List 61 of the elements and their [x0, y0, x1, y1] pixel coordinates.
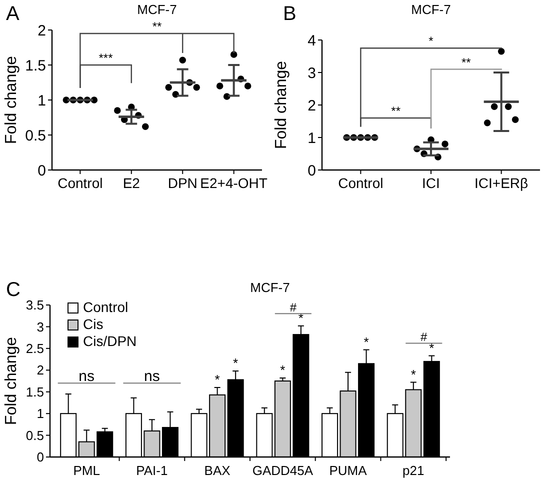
- y-axis-title: Fold change: [3, 56, 20, 144]
- y-tick-label: 1: [36, 406, 44, 422]
- y-tick-label: 1.5: [25, 57, 46, 74]
- x-tick-label: PAI-1: [136, 463, 168, 478]
- y-tick-label: 0.5: [25, 127, 46, 144]
- annotation: **: [152, 20, 162, 34]
- chart-title: MCF-7: [411, 2, 451, 17]
- annotation: **: [461, 55, 472, 70]
- x-tick-label: Control: [58, 175, 103, 191]
- y-tick-label: 0.5: [26, 428, 44, 443]
- y-tick-label: 1.5: [26, 384, 44, 400]
- annotation: #: [290, 300, 297, 315]
- y-tick-label: 3.5: [26, 298, 44, 313]
- significance-bracket: **: [430, 55, 502, 128]
- x-tick-label: DPN: [168, 175, 198, 191]
- x-tick-label: Control: [338, 175, 384, 191]
- y-tick-label: 2.5: [26, 340, 44, 356]
- annotation: ns: [144, 368, 160, 386]
- x-tick-label: BAX: [204, 463, 231, 478]
- x-tick-label: E2+4-OHT: [200, 175, 268, 191]
- annotation: **: [391, 104, 401, 118]
- significance-bracket: ns: [122, 368, 182, 386]
- significance-bracket: #: [274, 300, 312, 315]
- y-tick-label: 2: [308, 97, 316, 114]
- annotation: *: [364, 334, 369, 350]
- text: A: [6, 3, 20, 25]
- annotation: *: [428, 34, 434, 48]
- x-tick-label: ICI+ERβ: [474, 175, 528, 191]
- x-tick-label: p21: [402, 463, 424, 478]
- chart-title: MCF-7: [137, 2, 177, 17]
- y-tick-label: 1: [38, 92, 46, 110]
- chart-title: MCF-7: [250, 280, 290, 295]
- x-tick-label: GADD45A: [252, 463, 314, 478]
- y-tick-label: 0: [308, 162, 316, 180]
- y-tick-label: 1: [308, 130, 316, 147]
- y-tick-label: 0: [38, 162, 46, 180]
- y-axis-title: Fold change: [273, 60, 290, 150]
- y-tick-label: 4: [308, 32, 316, 50]
- y-tick-label: 2: [36, 362, 44, 378]
- x-tick-label: ICI: [422, 175, 440, 191]
- legend-label: Cis/DPN: [83, 333, 137, 349]
- annotation: *: [233, 356, 238, 371]
- text: C: [6, 279, 20, 301]
- x-tick-label: PML: [73, 463, 100, 478]
- x-tick-label: PUMA: [329, 463, 368, 478]
- text: B: [283, 3, 296, 25]
- y-axis-title: Fold change: [3, 336, 20, 426]
- y-tick-label: 2: [38, 22, 46, 40]
- significance-bracket: ns: [57, 368, 116, 386]
- annotation: *: [280, 362, 286, 378]
- annotation: *: [410, 366, 416, 382]
- annotation: *: [214, 372, 220, 388]
- annotation: ***: [98, 51, 114, 65]
- legend-label: Cis: [83, 316, 104, 332]
- legend-label: Control: [83, 299, 128, 315]
- annotation: #: [420, 330, 428, 344]
- y-tick-label: 3: [308, 64, 316, 82]
- y-tick-label: 3: [36, 319, 44, 334]
- y-tick-label: 0: [36, 450, 44, 465]
- x-tick-label: E2: [122, 175, 140, 191]
- annotation: ns: [78, 368, 95, 386]
